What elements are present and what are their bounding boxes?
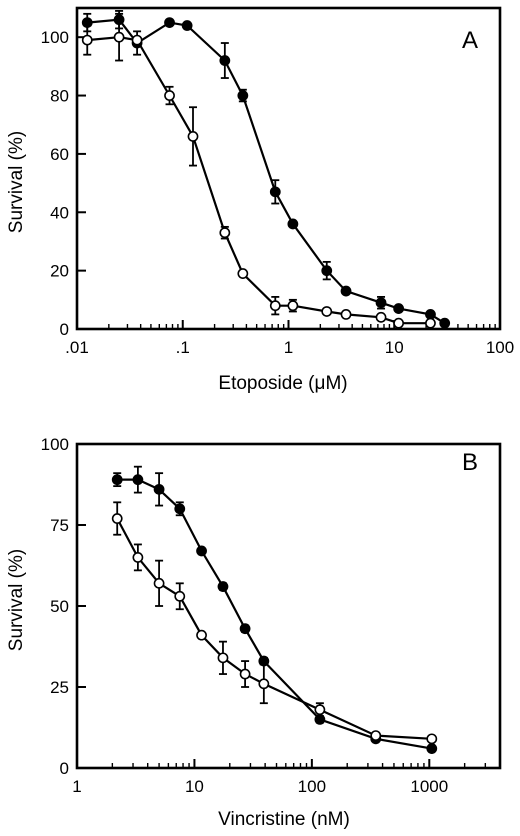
data-point-open-circle [314, 704, 326, 716]
y-tick-label: 0 [60, 320, 69, 339]
y-tick-label: 20 [50, 262, 69, 281]
data-point-open-circle [111, 513, 123, 524]
series-line-filled-circle-a [87, 18, 446, 325]
data-point-filled-circle [174, 503, 186, 515]
data-point-open-circle [219, 227, 231, 239]
data-point-filled-circle [439, 317, 451, 329]
data-point-filled-circle [164, 17, 175, 28]
data-point-open-circle [239, 668, 251, 680]
data-point-open-circle [375, 311, 387, 323]
y-tick-label: 40 [50, 203, 69, 222]
data-point-open-circle [340, 309, 352, 320]
panel-b: B Vincristine (nM) Survival (%) 1 10 100 10… [6, 435, 502, 830]
data-point-filled-circle [340, 285, 352, 297]
x-tick-label: 1 [72, 777, 81, 796]
data-point-filled-circle [321, 265, 333, 277]
y-tick-label: 25 [50, 678, 69, 697]
data-point-filled-circle [287, 218, 299, 230]
data-point-open-circle [153, 577, 165, 589]
y-tick-label: 100 [41, 435, 69, 454]
y-tick-label: 50 [50, 597, 69, 616]
data-point-filled-circle [237, 90, 249, 101]
data-point-open-circle [287, 300, 299, 312]
data-point-filled-circle [111, 474, 123, 486]
x-tick-label: .1 [176, 338, 190, 357]
data-point-open-circle [237, 268, 249, 279]
data-point-filled-circle [219, 55, 231, 66]
data-point-open-circle [131, 34, 143, 46]
panel-a: A Etoposide (μM) Survival (%) .01 .1 1 10 10… [6, 6, 514, 394]
y-tick-label: 75 [50, 516, 69, 535]
data-point-open-circle [393, 317, 405, 329]
series-line-open-circle-a [87, 36, 431, 325]
data-point-open-circle [113, 31, 125, 43]
x-tick-label: 1000 [410, 777, 448, 796]
y-axis-title-a: Survival (%) [6, 131, 27, 233]
x-tick-label: 10 [185, 777, 204, 796]
data-point-open-circle [81, 34, 93, 46]
y-tick-label: 0 [60, 759, 69, 778]
panel-label-a: A [462, 27, 478, 54]
y-tick-label: 100 [41, 28, 69, 47]
series-line-filled-circle-b [117, 478, 432, 750]
y-tick-label: 80 [50, 87, 69, 106]
data-point-open-circle [258, 678, 270, 690]
x-tick-label: 100 [298, 777, 326, 796]
data-point-open-circle [132, 552, 144, 563]
data-point-open-circle [164, 90, 175, 101]
data-point-filled-circle [239, 623, 251, 635]
x-tick-label: 10 [385, 338, 404, 357]
data-point-open-circle [269, 300, 281, 312]
data-point-filled-circle [269, 186, 281, 198]
data-point-open-circle [196, 629, 207, 641]
data-point-filled-circle [217, 581, 229, 592]
data-point-filled-circle [393, 303, 405, 314]
series-line-open-circle-b [116, 517, 432, 740]
data-point-open-circle [426, 733, 438, 745]
data-point-open-circle [174, 590, 186, 602]
data-point-filled-circle [426, 743, 438, 754]
panel-label-b: B [462, 449, 478, 476]
data-point-filled-circle [153, 483, 165, 495]
data-point-filled-circle [132, 474, 144, 486]
data-point-filled-circle [196, 545, 207, 557]
data-point-open-circle [425, 317, 436, 329]
data-point-filled-circle [425, 309, 436, 320]
data-point-open-circle [217, 652, 229, 664]
y-axis-title-b: Survival (%) [6, 549, 27, 651]
data-point-open-circle [187, 130, 199, 142]
x-axis-title-b: Vincristine (nM) [218, 809, 350, 830]
data-point-open-circle [321, 306, 333, 317]
plot-frame-a [75, 6, 502, 331]
y-tick-label: 60 [50, 145, 69, 164]
x-tick-label: 100 [486, 338, 514, 357]
x-tick-label: .01 [65, 338, 89, 357]
x-tick-label: 1 [284, 338, 293, 357]
data-point-filled-circle [181, 20, 193, 31]
data-point-open-circle [370, 730, 382, 741]
x-axis-title-a: Etoposide (μM) [218, 373, 347, 394]
data-point-filled-circle [375, 297, 387, 309]
